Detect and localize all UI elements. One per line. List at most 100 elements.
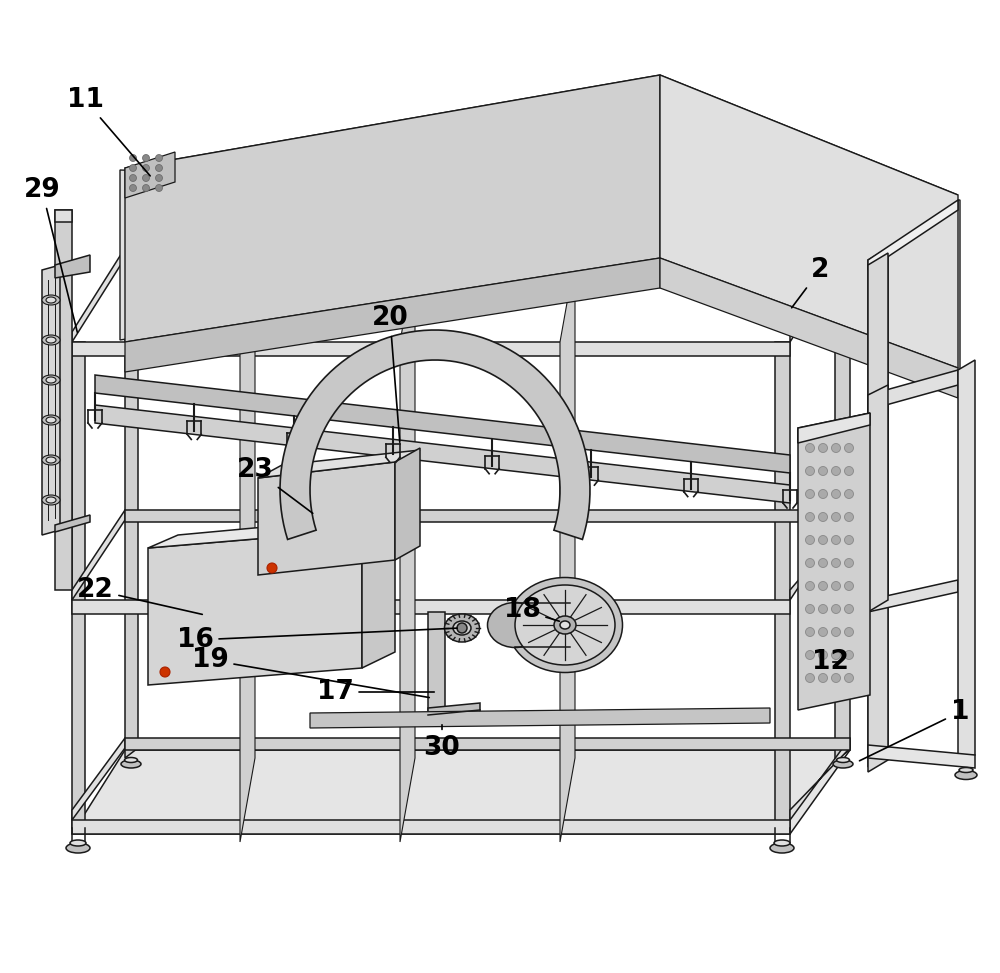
Polygon shape (95, 405, 790, 503)
Circle shape (806, 466, 814, 476)
Circle shape (844, 582, 854, 591)
Polygon shape (868, 200, 958, 270)
Text: 30: 30 (424, 725, 460, 761)
Polygon shape (125, 510, 850, 522)
Circle shape (156, 185, 162, 192)
Ellipse shape (444, 614, 480, 642)
Polygon shape (395, 448, 420, 560)
Circle shape (818, 489, 828, 498)
Polygon shape (790, 510, 850, 600)
Polygon shape (72, 342, 790, 356)
Circle shape (156, 155, 162, 162)
Text: 29: 29 (24, 177, 77, 333)
Polygon shape (72, 738, 125, 820)
Ellipse shape (124, 758, 138, 763)
Polygon shape (775, 342, 790, 828)
Ellipse shape (121, 760, 141, 768)
Circle shape (806, 628, 814, 636)
Ellipse shape (833, 760, 853, 768)
Polygon shape (560, 258, 575, 842)
Polygon shape (55, 515, 90, 532)
Polygon shape (258, 450, 420, 478)
Circle shape (156, 174, 162, 182)
Ellipse shape (42, 415, 60, 425)
Ellipse shape (46, 297, 56, 303)
Polygon shape (798, 413, 870, 443)
Circle shape (806, 535, 814, 545)
Circle shape (844, 604, 854, 614)
Text: 1: 1 (859, 699, 969, 761)
Polygon shape (790, 738, 850, 820)
Circle shape (832, 673, 840, 682)
Text: 20: 20 (372, 305, 408, 443)
Circle shape (844, 466, 854, 476)
Circle shape (844, 651, 854, 660)
Polygon shape (280, 330, 590, 539)
Polygon shape (125, 738, 850, 750)
Ellipse shape (46, 417, 56, 423)
Circle shape (130, 185, 136, 192)
Polygon shape (125, 75, 660, 342)
Ellipse shape (836, 758, 850, 763)
Circle shape (267, 563, 277, 573)
Circle shape (844, 535, 854, 545)
Ellipse shape (46, 457, 56, 463)
Polygon shape (148, 530, 362, 685)
Polygon shape (125, 152, 175, 198)
Polygon shape (400, 258, 415, 842)
Polygon shape (660, 75, 958, 368)
Circle shape (806, 604, 814, 614)
Text: 19: 19 (192, 647, 429, 698)
Circle shape (130, 174, 136, 182)
Ellipse shape (42, 375, 60, 385)
Circle shape (806, 651, 814, 660)
Text: 22: 22 (77, 577, 202, 614)
Circle shape (457, 623, 467, 633)
Circle shape (844, 444, 854, 452)
Circle shape (832, 628, 840, 636)
Circle shape (832, 651, 840, 660)
Ellipse shape (42, 295, 60, 305)
Polygon shape (72, 820, 790, 834)
Circle shape (818, 513, 828, 522)
Circle shape (844, 513, 854, 522)
Text: 16: 16 (177, 627, 457, 653)
Circle shape (818, 559, 828, 567)
Ellipse shape (42, 495, 60, 505)
Circle shape (844, 489, 854, 498)
Polygon shape (428, 703, 480, 725)
Ellipse shape (560, 621, 570, 629)
Polygon shape (428, 612, 445, 710)
Circle shape (806, 673, 814, 682)
Polygon shape (72, 342, 85, 828)
Polygon shape (868, 370, 958, 410)
Polygon shape (790, 248, 850, 342)
Polygon shape (55, 210, 72, 222)
Circle shape (832, 513, 840, 522)
Polygon shape (958, 360, 975, 765)
Polygon shape (660, 258, 958, 398)
Ellipse shape (959, 768, 973, 773)
Ellipse shape (515, 585, 615, 665)
Polygon shape (868, 253, 888, 772)
Circle shape (818, 535, 828, 545)
Circle shape (818, 444, 828, 452)
Circle shape (844, 673, 854, 682)
Polygon shape (798, 413, 870, 710)
Polygon shape (55, 255, 90, 278)
Polygon shape (72, 248, 125, 342)
Circle shape (818, 604, 828, 614)
Circle shape (143, 174, 150, 182)
Polygon shape (95, 375, 790, 473)
Polygon shape (868, 580, 958, 612)
Circle shape (818, 466, 828, 476)
Circle shape (806, 444, 814, 452)
Polygon shape (310, 708, 770, 728)
Text: 18: 18 (504, 597, 559, 623)
Circle shape (818, 582, 828, 591)
Ellipse shape (554, 616, 576, 634)
Ellipse shape (42, 335, 60, 345)
Ellipse shape (46, 337, 56, 343)
Ellipse shape (42, 455, 60, 465)
Polygon shape (240, 258, 255, 842)
